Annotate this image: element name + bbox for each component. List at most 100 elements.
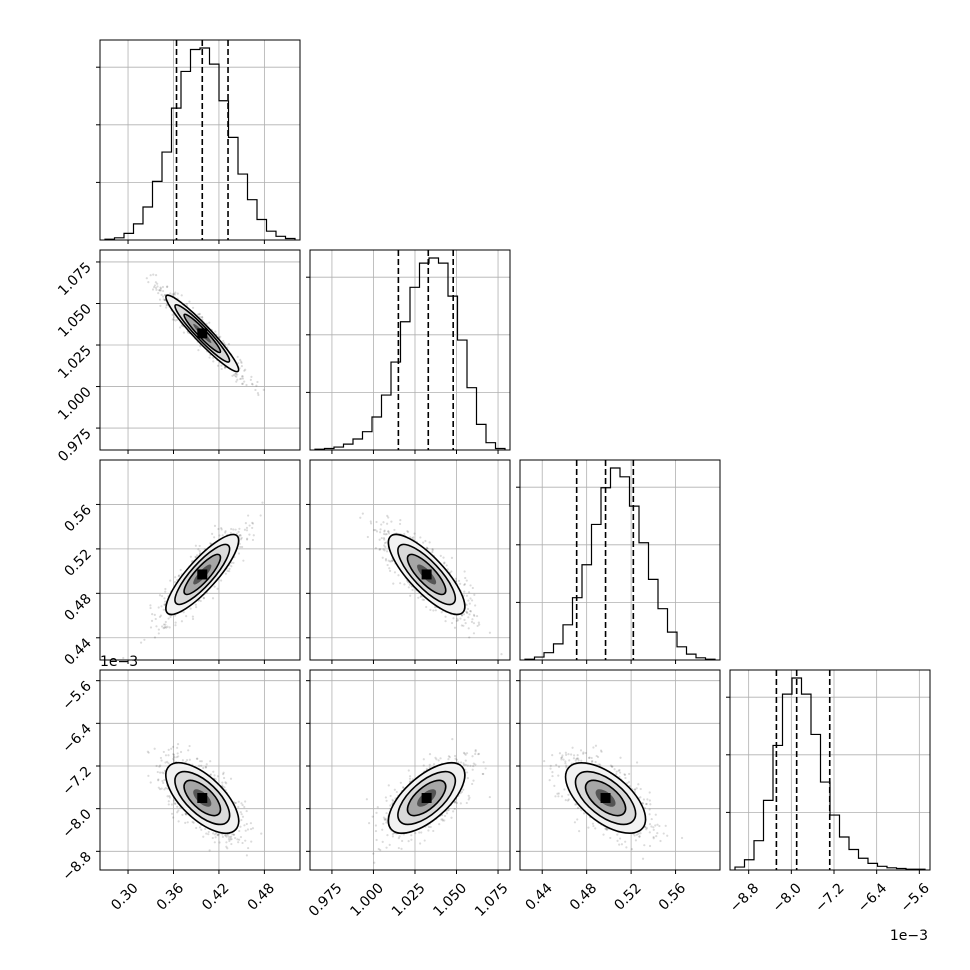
sample-point	[469, 597, 472, 600]
y-tick-label: 0.44	[61, 635, 94, 668]
sample-point	[170, 803, 174, 806]
sample-point	[165, 626, 168, 629]
sample-point	[154, 281, 157, 284]
sample-point	[185, 615, 188, 618]
sample-point	[246, 537, 249, 540]
sample-point	[195, 606, 198, 609]
sample-point	[176, 743, 180, 746]
sample-point	[200, 828, 203, 831]
sample-point	[385, 799, 388, 802]
sample-point	[216, 587, 219, 590]
sample-point	[447, 755, 450, 758]
y-tick-label: 1.075	[55, 259, 95, 299]
sample-point	[228, 570, 231, 573]
contour-line	[387, 533, 466, 616]
panel-frame	[309, 249, 511, 451]
sample-point	[239, 811, 242, 814]
sample-point	[242, 559, 245, 562]
sample-point	[162, 608, 165, 611]
sample-point	[172, 757, 175, 760]
y-tick-label: −8.8	[59, 849, 94, 884]
sample-point	[198, 552, 202, 555]
sample-point	[173, 756, 176, 759]
sample-point	[383, 529, 386, 532]
sample-point	[220, 527, 223, 530]
sample-point	[163, 603, 166, 606]
sample-point	[164, 761, 167, 764]
sample-point	[419, 595, 422, 598]
sample-point	[169, 615, 172, 619]
sample-point	[192, 821, 195, 824]
histogram	[524, 467, 716, 660]
sample-point	[221, 835, 224, 838]
sample-point	[241, 375, 244, 378]
sample-point	[244, 829, 247, 832]
sample-point	[147, 281, 150, 284]
sample-point	[212, 832, 215, 835]
sample-point	[462, 624, 465, 627]
sample-point	[208, 321, 211, 324]
sample-point	[240, 382, 244, 385]
sample-point	[474, 763, 477, 766]
sample-point	[454, 577, 457, 580]
sample-point	[158, 289, 161, 292]
sample-point	[375, 811, 378, 814]
sample-point	[241, 803, 244, 807]
sample-point	[163, 603, 166, 607]
sample-point	[205, 763, 208, 766]
sample-point	[468, 636, 471, 639]
sample-point	[174, 291, 177, 294]
sample-point	[245, 529, 249, 532]
sample-point	[384, 545, 387, 549]
sample-point	[163, 298, 166, 302]
sample-point	[204, 766, 208, 769]
sample-point	[374, 528, 377, 532]
y-tick-label: −8.0	[59, 806, 94, 841]
sample-point	[373, 529, 376, 532]
sample-point	[164, 587, 167, 591]
sample-point	[181, 813, 184, 816]
sample-point	[251, 827, 255, 830]
sample-point	[240, 802, 243, 805]
sample-point	[162, 750, 165, 754]
sample-point	[176, 811, 179, 814]
sample-point	[232, 833, 236, 836]
sample-point	[189, 607, 192, 610]
sample-point	[359, 516, 362, 519]
sample-point	[176, 746, 179, 749]
sample-point	[176, 292, 179, 295]
sample-point	[239, 538, 243, 541]
sample-point	[453, 626, 457, 629]
sample-point	[463, 582, 466, 586]
sample-point	[384, 533, 387, 536]
sample-point	[251, 521, 254, 524]
sample-point	[460, 624, 463, 627]
sample-point	[157, 632, 160, 635]
x-tick-label: 0.30	[108, 880, 141, 913]
sample-point	[235, 375, 238, 378]
sample-point	[224, 531, 227, 534]
sample-point	[387, 516, 390, 519]
sample-point	[231, 374, 234, 377]
sample-point	[401, 786, 405, 789]
sample-point	[392, 582, 395, 585]
sample-point	[389, 804, 392, 807]
y-tick-label: 0.52	[61, 546, 94, 579]
sample-point	[380, 523, 383, 526]
sample-point	[426, 547, 429, 550]
sample-point	[398, 522, 402, 526]
sample-point	[158, 615, 162, 618]
panel-3-0: 0.30 0.36 0.42 0.48−8.8−8.0−7.2−6.4−5.6	[59, 669, 301, 914]
sample-point	[184, 812, 187, 816]
sample-point	[234, 836, 237, 840]
sample-point	[155, 764, 158, 768]
sample-point	[236, 373, 239, 376]
sample-point	[211, 597, 215, 600]
sample-point	[151, 613, 154, 616]
sample-point	[239, 825, 242, 828]
sample-point	[177, 809, 180, 812]
sample-point	[465, 603, 468, 606]
sample-point	[230, 838, 233, 841]
sample-point	[162, 289, 165, 293]
sample-point	[385, 533, 388, 536]
